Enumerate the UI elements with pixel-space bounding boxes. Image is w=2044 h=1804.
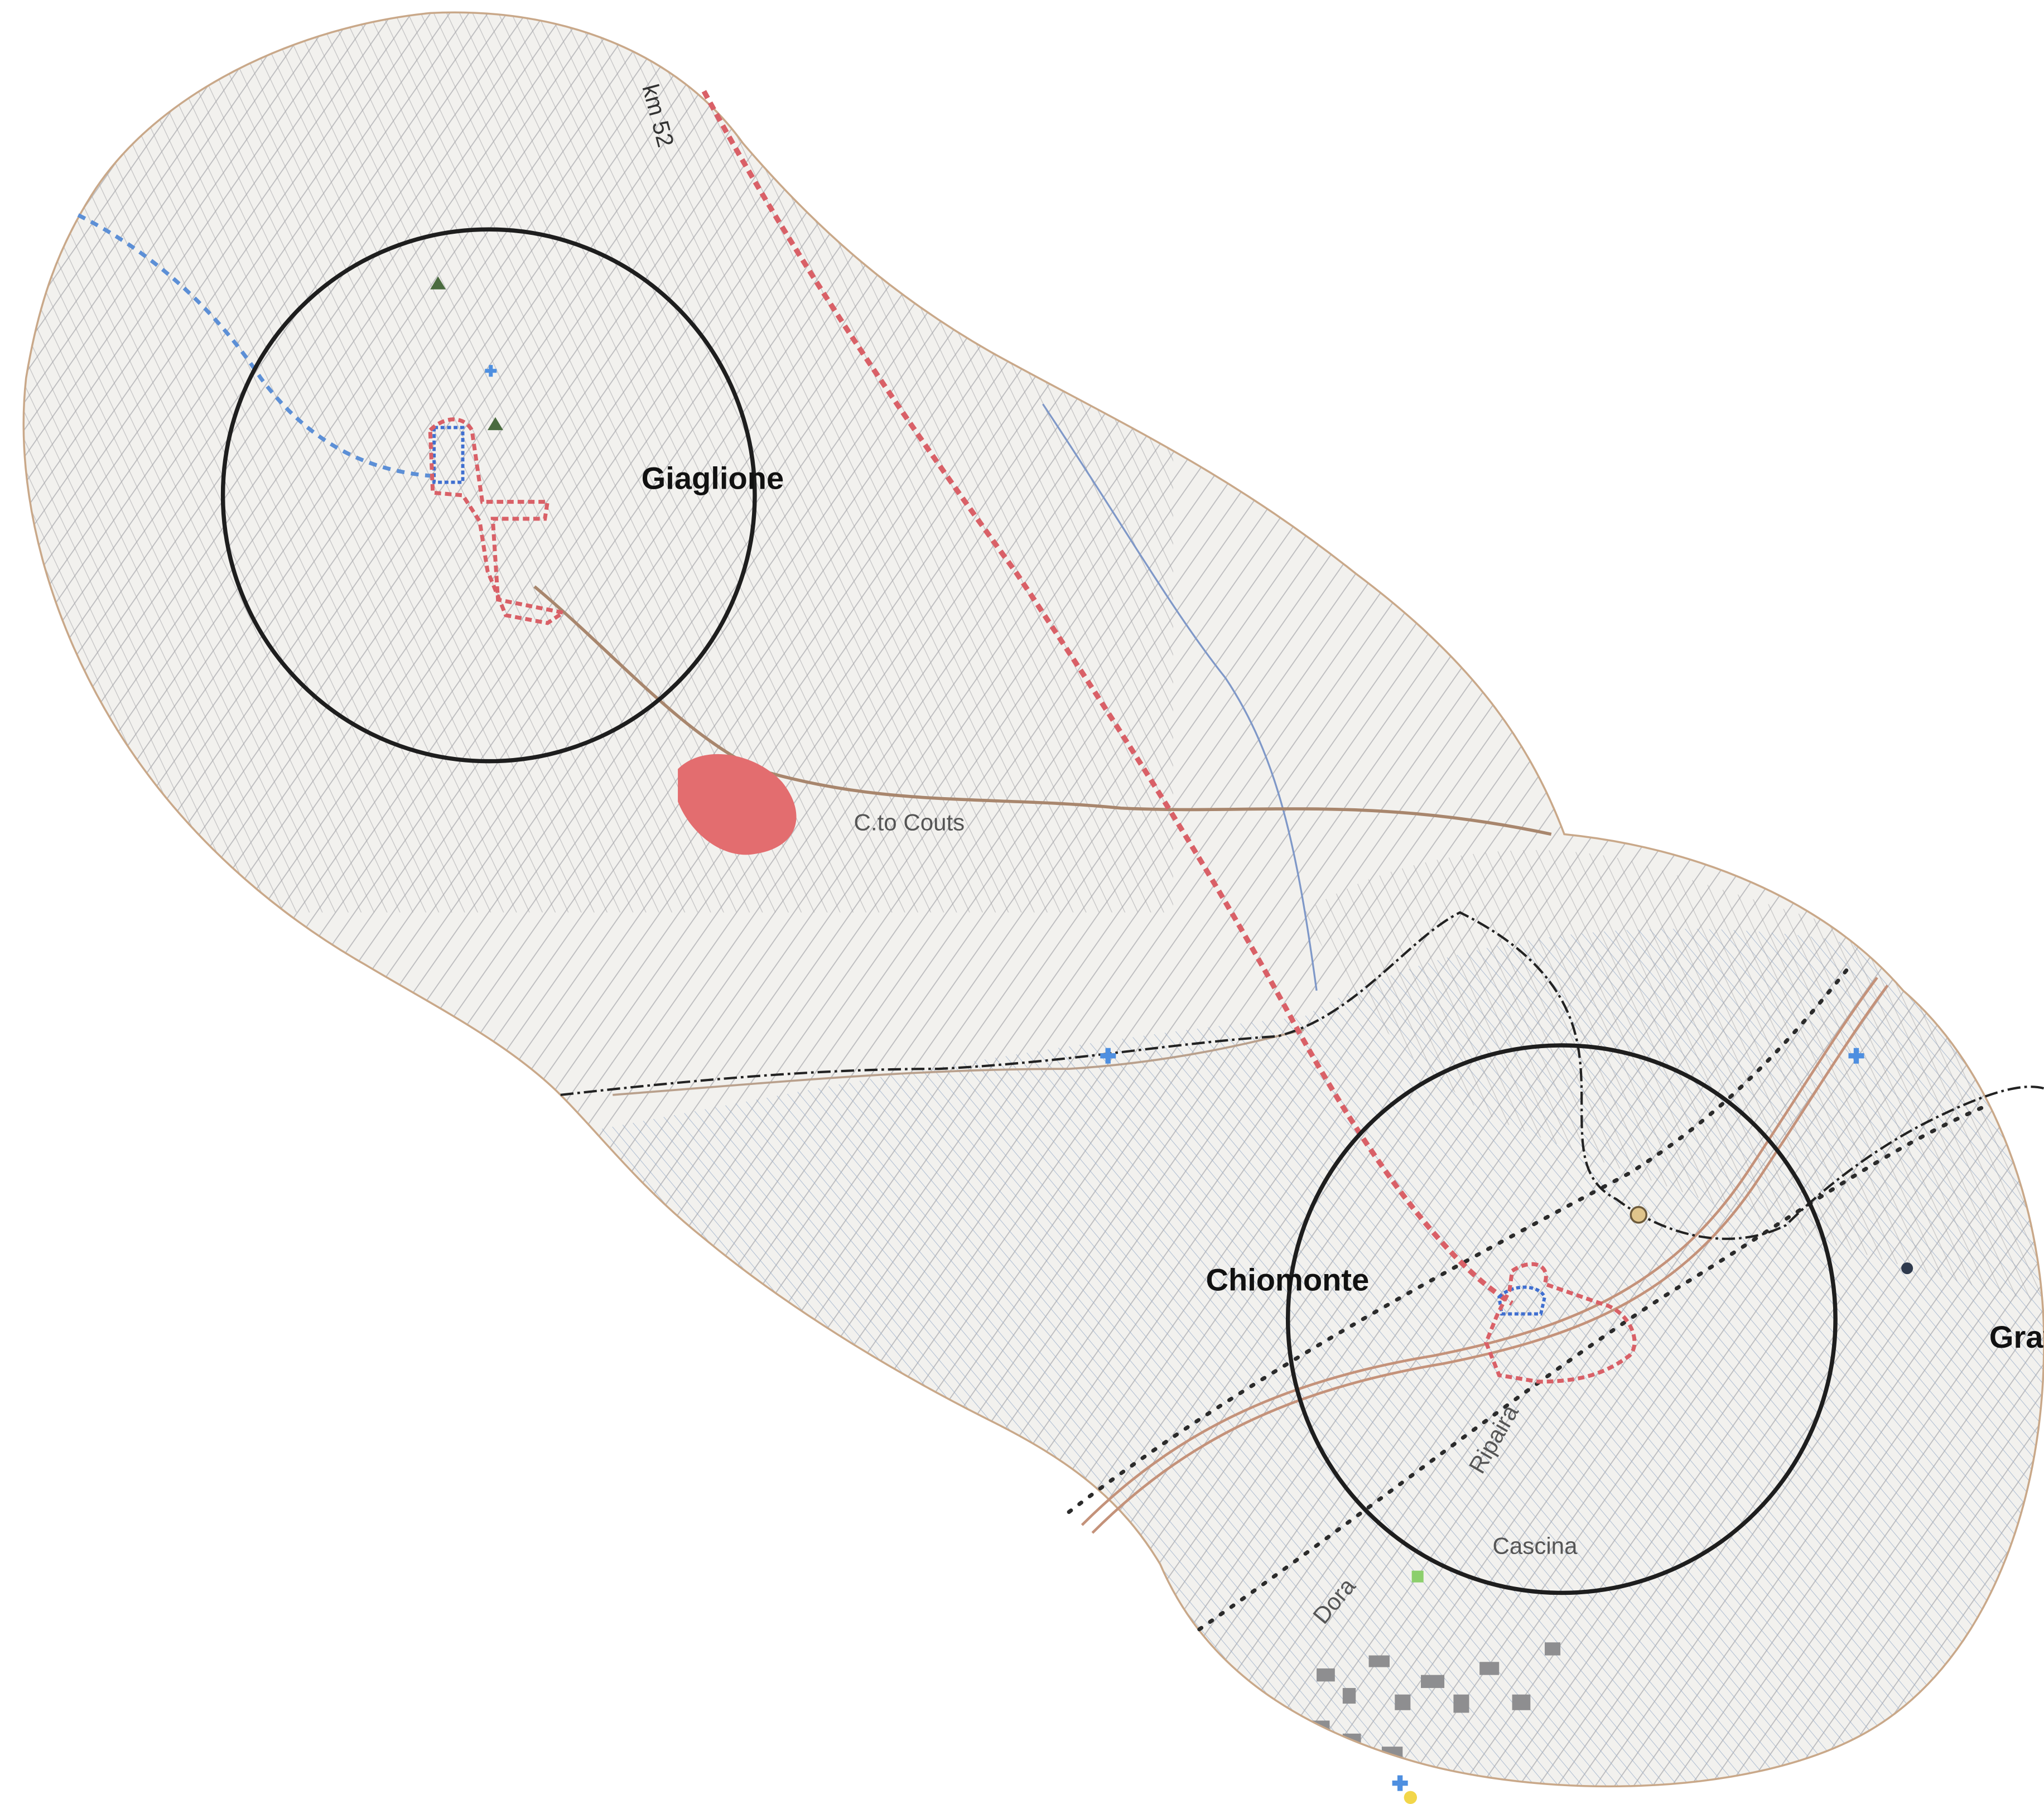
- red-dashed-line: [701, 90, 1514, 1306]
- label-chiomonte: Chiomonte: [1206, 1262, 1369, 1297]
- blue-cross-icon: [485, 365, 497, 377]
- range-circle-chiomonte: [1285, 1043, 1838, 1595]
- range-circle-giaglione: [220, 227, 757, 764]
- label-clot: C.to Couts: [854, 809, 965, 835]
- label-giaglione: Giaglione: [642, 460, 784, 495]
- green-square-icon: [1411, 1570, 1424, 1583]
- railway-lines: [1067, 962, 1984, 1632]
- gold-circle-icon: [1630, 1206, 1648, 1224]
- label-cascina: Cascina: [1493, 1532, 1578, 1559]
- blue-cross-icon: [1392, 1775, 1408, 1791]
- blue-cross-icon: [1848, 1048, 1864, 1064]
- motorway: [1081, 977, 1889, 1534]
- road-line-valley: [613, 1029, 1304, 1096]
- yellow-marker-icon: [1404, 1791, 1418, 1804]
- label-gravere: Gravere: [1989, 1319, 2044, 1354]
- blue-hatched-area-2: [1497, 1285, 1547, 1316]
- dark-dot-icon: [1901, 1262, 1913, 1275]
- chiomonte-site: [1484, 1262, 1637, 1384]
- red-dashed-perimeter: [428, 417, 568, 625]
- blue-cross-icon: [1100, 1048, 1116, 1064]
- river-line: [1042, 403, 1318, 991]
- admin-boundary: [560, 911, 2044, 1240]
- tree-icons: [430, 276, 503, 431]
- giaglione-site: [428, 417, 568, 625]
- blue-dashed-line: [77, 213, 431, 478]
- blue-hatched-area: [432, 426, 465, 484]
- valley-terrain-dense: [1303, 850, 2044, 1304]
- study-area-outline: [22, 11, 2044, 1788]
- red-dashed-perimeter-2: [1484, 1262, 1637, 1384]
- red-area: [678, 754, 797, 855]
